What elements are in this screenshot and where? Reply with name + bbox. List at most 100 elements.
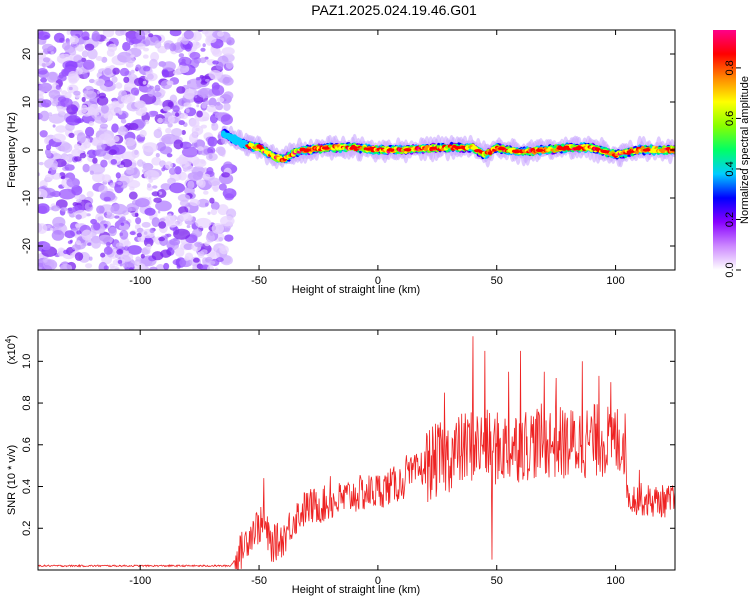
noise-blob [99,123,108,129]
noise-blob [209,251,220,260]
noise-blob [212,60,219,65]
noise-blob [50,227,54,231]
noise-blob [207,146,216,155]
noise-blob [86,191,94,198]
signal-peak [403,148,412,152]
noise-blob [211,122,219,131]
noise-blob [57,111,66,118]
noise-blob [200,159,206,164]
snr-y-multiplier: (x104) [4,335,18,365]
noise-blob [130,69,135,74]
noise-blob [69,35,80,45]
noise-blob [51,205,60,212]
noise-blob [217,147,226,157]
noise-blob [137,263,146,270]
noise-blob [174,166,182,175]
noise-blob [202,116,209,122]
noise-blob [91,239,101,249]
noise-blob [92,137,103,146]
noise-blob [55,125,67,133]
noise-blob [117,181,123,185]
noise-blob [59,172,64,176]
noise-blob [206,152,218,161]
noise-blob [129,231,136,236]
y-tick-label: 0.6 [21,437,33,452]
noise-blob [111,100,120,108]
noise-blob [83,141,91,149]
noise-blob [66,41,71,45]
noise-blob [103,80,114,87]
noise-blob [68,209,74,214]
noise-blob [58,188,76,200]
noise-blob [123,76,130,84]
x-tick-label: 0 [375,575,381,587]
noise-blob [94,111,100,116]
noise-blob [209,197,215,204]
noise-blob [207,211,211,215]
noise-blob [167,213,172,218]
noise-blob [223,161,233,170]
noise-blob [189,198,200,207]
noise-blob [85,263,93,269]
noise-blob [125,166,135,175]
noise-blob [220,114,233,125]
noise-blob [156,142,166,152]
noise-blob [200,47,206,52]
noise-blob [160,249,172,258]
noise-blob [112,67,120,75]
noise-blob [130,54,135,58]
y-tick-label: 0.4 [21,479,33,494]
noise-blob [76,240,81,246]
noise-blob [42,257,48,263]
noise-blob [59,263,73,270]
noise-blob [157,117,164,124]
x-tick-label: -50 [251,275,267,287]
noise-blob [141,221,151,228]
colorbar-ticks: 0.0 0.2 0.4 0.6 0.8 [724,60,741,278]
noise-blob [115,82,123,89]
noise-blob [103,265,109,270]
spectrogram-x-label: Height of straight line (km) [292,284,420,296]
snr-panel: -100 -50 0 50 100 0.2 0.4 0.6 0.8 1.0 Height of … [4,329,676,596]
noise-blob [207,136,218,147]
noise-blob [171,127,183,137]
noise-blob [221,172,231,178]
noise-blob [126,63,131,68]
colorbar-tick-label: 0.4 [724,161,736,176]
noise-blob [153,128,163,139]
noise-blob [225,61,234,70]
noise-blob [166,220,178,228]
x-tick-label: -100 [129,275,151,287]
noise-blob [162,106,171,112]
noise-blob [113,107,122,114]
y-tick-label: 0.8 [21,395,33,410]
noise-blob [48,112,53,117]
noise-blob [220,255,232,264]
noise-blob [115,172,121,179]
noise-blob [116,249,124,255]
noise-blob [117,259,123,265]
noise-blob [148,110,157,118]
noise-blob [39,110,50,122]
noise-blob [169,238,181,246]
noise-blob [51,51,54,55]
noise-blob [167,101,173,108]
noise-blob [88,78,95,84]
noise-blob [208,97,217,108]
noise-blob [196,104,200,108]
noise-blob [52,124,56,128]
noise-blob [173,228,191,240]
noise-blob [111,123,119,133]
noise-blob [154,40,162,49]
noise-blob [134,100,146,109]
noise-blob [57,106,66,113]
noise-blob [195,217,212,229]
noise-blob [218,183,227,191]
noise-blob [76,44,84,52]
noise-blob [151,156,162,166]
figure-title: PAZ1.2025.024.19.46.G01 [311,2,477,18]
noise-blob [211,223,224,234]
noise-blob [196,110,203,118]
noise-blob [147,87,156,97]
